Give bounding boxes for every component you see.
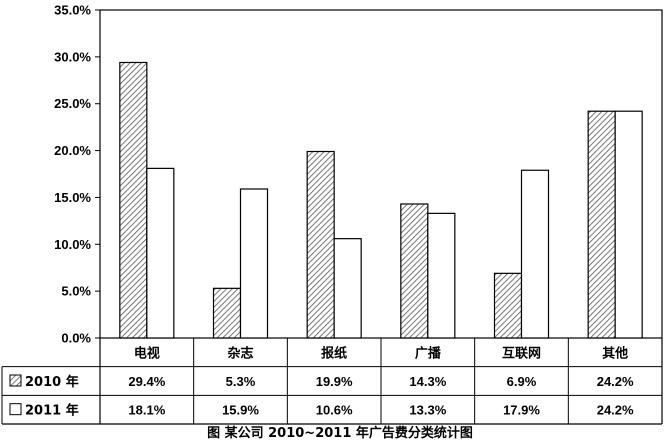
bar-2010-5: [587, 110, 616, 339]
bar-2011-2: [333, 238, 362, 339]
bar-2010-3: [400, 203, 429, 339]
data-label: 5.3%: [226, 374, 256, 389]
bar-2010-1: [212, 287, 242, 339]
bar-2011-4: [520, 169, 550, 339]
y-tick-label: 10.0%: [54, 237, 91, 252]
y-tick-label: 5.0%: [61, 284, 91, 299]
x-tick-label: 杂志: [227, 345, 253, 361]
data-label: 10.6%: [316, 403, 353, 418]
legend-swatch-0: [9, 374, 22, 387]
data-label: 19.9%: [316, 374, 353, 389]
data-label: 24.2%: [597, 403, 634, 418]
data-label: 24.2%: [597, 374, 634, 389]
legend-swatch-1: [9, 403, 22, 416]
x-tick-label: 报纸: [321, 345, 347, 361]
data-label: 13.3%: [409, 403, 446, 418]
y-tick-label: 25.0%: [54, 96, 91, 111]
x-tick-label: 其他: [602, 345, 628, 361]
bar-2011-5: [614, 110, 643, 339]
bar-2011-0: [146, 167, 175, 339]
chart-title: 图 某公司 2010~2011 年广告费分类统计图: [207, 425, 473, 441]
y-tick-label: 15.0%: [54, 190, 91, 205]
data-label: 18.1%: [128, 403, 165, 418]
data-label: 6.9%: [507, 374, 537, 389]
x-tick-label: 广播: [415, 345, 442, 361]
bar-2010-0: [119, 61, 148, 339]
y-tick-label: 30.0%: [54, 49, 91, 64]
y-tick-label: 35.0%: [54, 3, 91, 18]
legend-label: 2010 年: [25, 374, 79, 390]
plot-frame: [99, 9, 663, 339]
x-tick-label: 互联网: [502, 346, 541, 361]
bar-2011-1: [239, 188, 269, 339]
data-table: 电视 杂志 报纸 广播 互联网 其他 2010 年 29.4% 5.3% 19.9% 14.3% 6.…: [1, 338, 663, 425]
data-label: 14.3%: [409, 374, 446, 389]
y-tick-label: 0.0%: [61, 331, 91, 346]
y-tick-label: 20.0%: [54, 143, 91, 158]
bar-2010-2: [306, 150, 335, 339]
bar-2010-4: [493, 272, 523, 339]
bar-2011-3: [427, 212, 456, 339]
data-label: 17.9%: [503, 403, 540, 418]
data-label: 15.9%: [222, 403, 259, 418]
x-tick-label: 电视: [134, 345, 160, 361]
data-label: 29.4%: [128, 374, 165, 389]
bars: [119, 61, 643, 339]
legend-label: 2011 年: [25, 403, 79, 419]
